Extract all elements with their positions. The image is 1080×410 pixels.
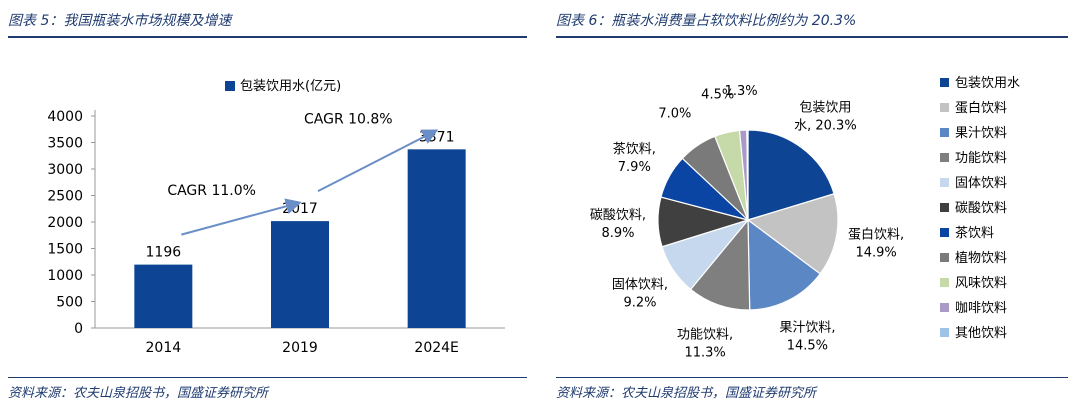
pie-label-9: 1.3% <box>725 84 758 99</box>
legend-label-4: 固体饮料 <box>955 176 1007 191</box>
y-tick-label: 1000 <box>47 268 83 284</box>
legend-label-10: 其他饮料 <box>955 326 1007 341</box>
pie-label-8: 4.5% <box>701 88 734 103</box>
pie-label-7: 7.0% <box>658 107 691 122</box>
figure-5-title: 图表 5：我国瓶装水市场规模及增速 <box>8 13 232 29</box>
legend-swatch-7 <box>940 253 949 262</box>
figure-6-title: 图表 6：瓶装水消费量占软饮料比例约为 20.3% <box>556 13 857 29</box>
data-label-2019: 2017 <box>282 201 318 217</box>
legend-label-8: 风味饮料 <box>955 276 1007 291</box>
pie-label-line: 果汁饮料, <box>779 321 835 336</box>
x-tick-label-2024E: 2024E <box>414 340 458 356</box>
x-tick-label-2019: 2019 <box>282 340 318 356</box>
pie-label-2: 果汁饮料, 14.5% <box>779 321 835 354</box>
pie-slice-1 <box>746 193 839 275</box>
market-size-bar-chart: 包装饮用水(亿元) 0 500 1000 1500 2000 2500 3000 3500 400… <box>47 79 505 356</box>
pie-label-3: 功能饮料, 11.3% <box>677 328 733 361</box>
pie-label-line: 14.9% <box>855 245 896 260</box>
pie-label-line: 1.3% <box>725 84 758 99</box>
pie-label-line: 8.9% <box>601 226 634 241</box>
pie-slice-3 <box>689 218 751 311</box>
legend-label-7: 植物饮料 <box>955 251 1007 266</box>
bar-2019 <box>271 221 329 328</box>
source-rule <box>8 377 527 378</box>
pie-label-line: 功能饮料, <box>677 328 733 343</box>
pie-label-line: 9.2% <box>623 295 656 310</box>
y-tick-label: 3000 <box>47 162 83 178</box>
legend-label-2: 果汁饮料 <box>955 126 1007 141</box>
title-rule <box>556 36 1068 38</box>
pie-slice-0 <box>747 129 835 221</box>
legend-swatch-0 <box>940 78 949 87</box>
pie-slice-10 <box>746 129 749 221</box>
y-tick-label: 2000 <box>47 215 83 231</box>
pie-label-line: 包装饮用 <box>799 101 851 116</box>
pie-label-line: 11.3% <box>684 346 725 361</box>
bar-2024E <box>407 149 466 328</box>
legend-label-3: 功能饮料 <box>955 151 1007 166</box>
bottled-water-market-panel: 图表 5：我国瓶装水市场规模及增速 包装饮用水(亿元) 0 500 1000 1500 2… <box>0 0 535 410</box>
pie-label-4: 固体饮料, 9.2% <box>612 277 668 310</box>
figure-6-source: 资料来源：农夫山泉招股书，国盛证券研究所 <box>556 386 817 401</box>
pie-label-6: 茶饮料, 7.9% <box>613 141 656 175</box>
legend-label-6: 茶饮料 <box>955 225 994 241</box>
pie-label-line: 7.0% <box>658 107 691 122</box>
y-tick-label: 3500 <box>47 136 83 152</box>
legend-swatch-1 <box>940 103 949 112</box>
legend-label-1: 蛋白饮料 <box>955 100 1007 116</box>
legend-swatch-10 <box>940 328 949 337</box>
pie-label-line: 水, 20.3% <box>794 119 857 134</box>
pie-slice-2 <box>747 218 821 311</box>
y-tick-label: 500 <box>56 295 83 311</box>
pie-label-0: 包装饮用水, 20.3% <box>794 101 857 134</box>
pie-label-5: 碳酸饮料, 8.9% <box>590 208 646 241</box>
soft-drink-share-pie-chart: 包装饮用水, 20.3% 蛋白饮料, 14.9% 果汁饮料, 14.5% 功能饮料, 11.… <box>590 76 1020 361</box>
bar-2014 <box>134 264 193 328</box>
pie-label-line: 茶饮料, <box>613 141 656 157</box>
y-tick-label: 4000 <box>47 109 83 125</box>
legend-swatch-9 <box>940 303 949 312</box>
pie-label-line: 4.5% <box>701 88 734 103</box>
legend-label-0: 包装饮用水 <box>955 76 1020 91</box>
figure-5-source: 资料来源：农夫山泉招股书，国盛证券研究所 <box>8 386 269 401</box>
pie-label-line: 7.9% <box>618 160 651 175</box>
legend-swatch <box>225 81 235 91</box>
title-rule <box>8 36 527 38</box>
y-tick-label: 2500 <box>47 189 83 205</box>
legend-swatch-2 <box>940 128 949 137</box>
legend-label-9: 咖啡饮料 <box>955 301 1007 316</box>
y-tick-label: 1500 <box>47 242 83 258</box>
pie-label-line: 碳酸饮料, <box>590 208 646 223</box>
pie-label-line: 14.5% <box>787 339 828 354</box>
cagr-label-1: CAGR 11.0% <box>167 183 256 199</box>
legend-swatch-8 <box>940 278 949 287</box>
cagr-label-2: CAGR 10.8% <box>304 111 393 127</box>
legend-swatch-5 <box>940 203 949 212</box>
legend-swatch-4 <box>940 178 949 187</box>
pie-label-1: 蛋白饮料, 14.9% <box>848 226 904 260</box>
x-tick-label-2014: 2014 <box>146 340 182 356</box>
source-rule <box>556 377 1068 378</box>
legend-swatch-3 <box>940 153 949 162</box>
legend-label-5: 碳酸饮料 <box>955 201 1007 216</box>
cagr-arrow-2 <box>317 129 439 192</box>
legend-label: 包装饮用水(亿元) <box>240 79 341 94</box>
cagr-arrow-1 <box>181 198 302 236</box>
pie-label-line: 固体饮料, <box>612 277 668 292</box>
data-label-2014: 1196 <box>146 245 182 261</box>
pie-label-line: 蛋白饮料, <box>848 226 904 242</box>
legend-swatch-6 <box>940 228 949 237</box>
soft-drink-share-panel: 图表 6：瓶装水消费量占软饮料比例约为 20.3% 包装饮用水, 20.3% 蛋白… <box>548 0 1080 410</box>
y-tick-label: 0 <box>74 321 83 337</box>
